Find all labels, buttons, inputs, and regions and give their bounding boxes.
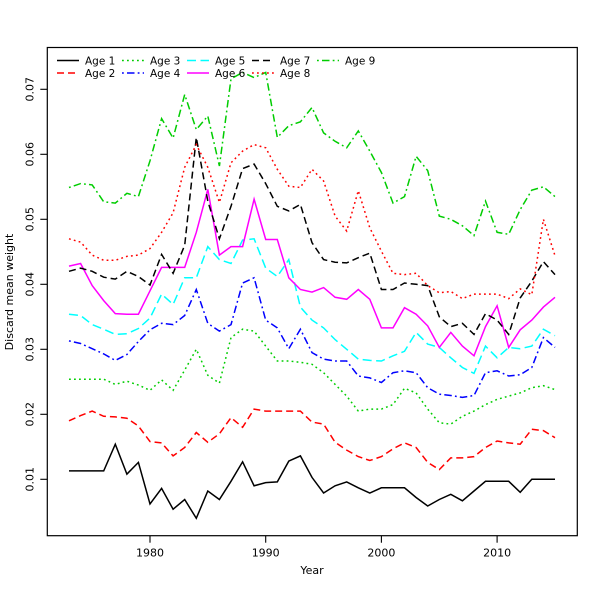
legend-label-age-9: Age 9 bbox=[345, 55, 375, 67]
legend-label-age-6: Age 6 bbox=[215, 68, 246, 80]
legend-label-age-4: Age 4 bbox=[150, 68, 181, 80]
legend-label-age-8: Age 8 bbox=[280, 68, 310, 80]
plot-border bbox=[46, 46, 578, 537]
y-tick-label: 0.02 bbox=[24, 402, 37, 427]
y-tick-label: 0.04 bbox=[24, 272, 37, 297]
x-axis-title: Year bbox=[299, 564, 324, 577]
y-axis-title: Discard mean weight bbox=[3, 233, 16, 350]
legend-label-age-1: Age 1 bbox=[85, 55, 115, 67]
x-axis: 1980 1990 2000 2010 bbox=[136, 535, 511, 560]
legend-label-age-5: Age 5 bbox=[215, 55, 245, 67]
plot-border-rect bbox=[46, 46, 578, 537]
x-tick-label: 2010 bbox=[483, 547, 511, 560]
series-line-age-2 bbox=[68, 408, 556, 471]
y-tick-label: 0.06 bbox=[24, 142, 37, 167]
legend-label-age-7: Age 7 bbox=[280, 55, 310, 67]
y-tick-label: 0.01 bbox=[24, 467, 37, 492]
legend-label-age-2: Age 2 bbox=[85, 68, 115, 80]
series-line-age-9 bbox=[68, 71, 556, 237]
series-line-age-1 bbox=[69, 442, 555, 520]
y-tick-label: 0.07 bbox=[24, 77, 37, 102]
y-axis: 0.01 0.02 0.03 0.04 0.05 0.06 0.07 bbox=[24, 77, 48, 492]
x-tick-label: 1980 bbox=[136, 547, 164, 560]
series-line-age-7 bbox=[68, 137, 556, 336]
x-tick-label: 1990 bbox=[252, 547, 280, 560]
y-tick-label: 0.05 bbox=[24, 207, 37, 232]
series-line-age-6 bbox=[68, 189, 556, 358]
series-line-age-4 bbox=[68, 276, 556, 399]
legend-label-age-3: Age 3 bbox=[150, 55, 180, 67]
data-series bbox=[68, 71, 556, 520]
series-line-age-5 bbox=[68, 237, 556, 375]
series-line-age-8 bbox=[68, 142, 556, 300]
x-tick-label: 2000 bbox=[367, 547, 395, 560]
series-line-age-3 bbox=[69, 328, 556, 425]
y-tick-label: 0.03 bbox=[24, 337, 37, 362]
